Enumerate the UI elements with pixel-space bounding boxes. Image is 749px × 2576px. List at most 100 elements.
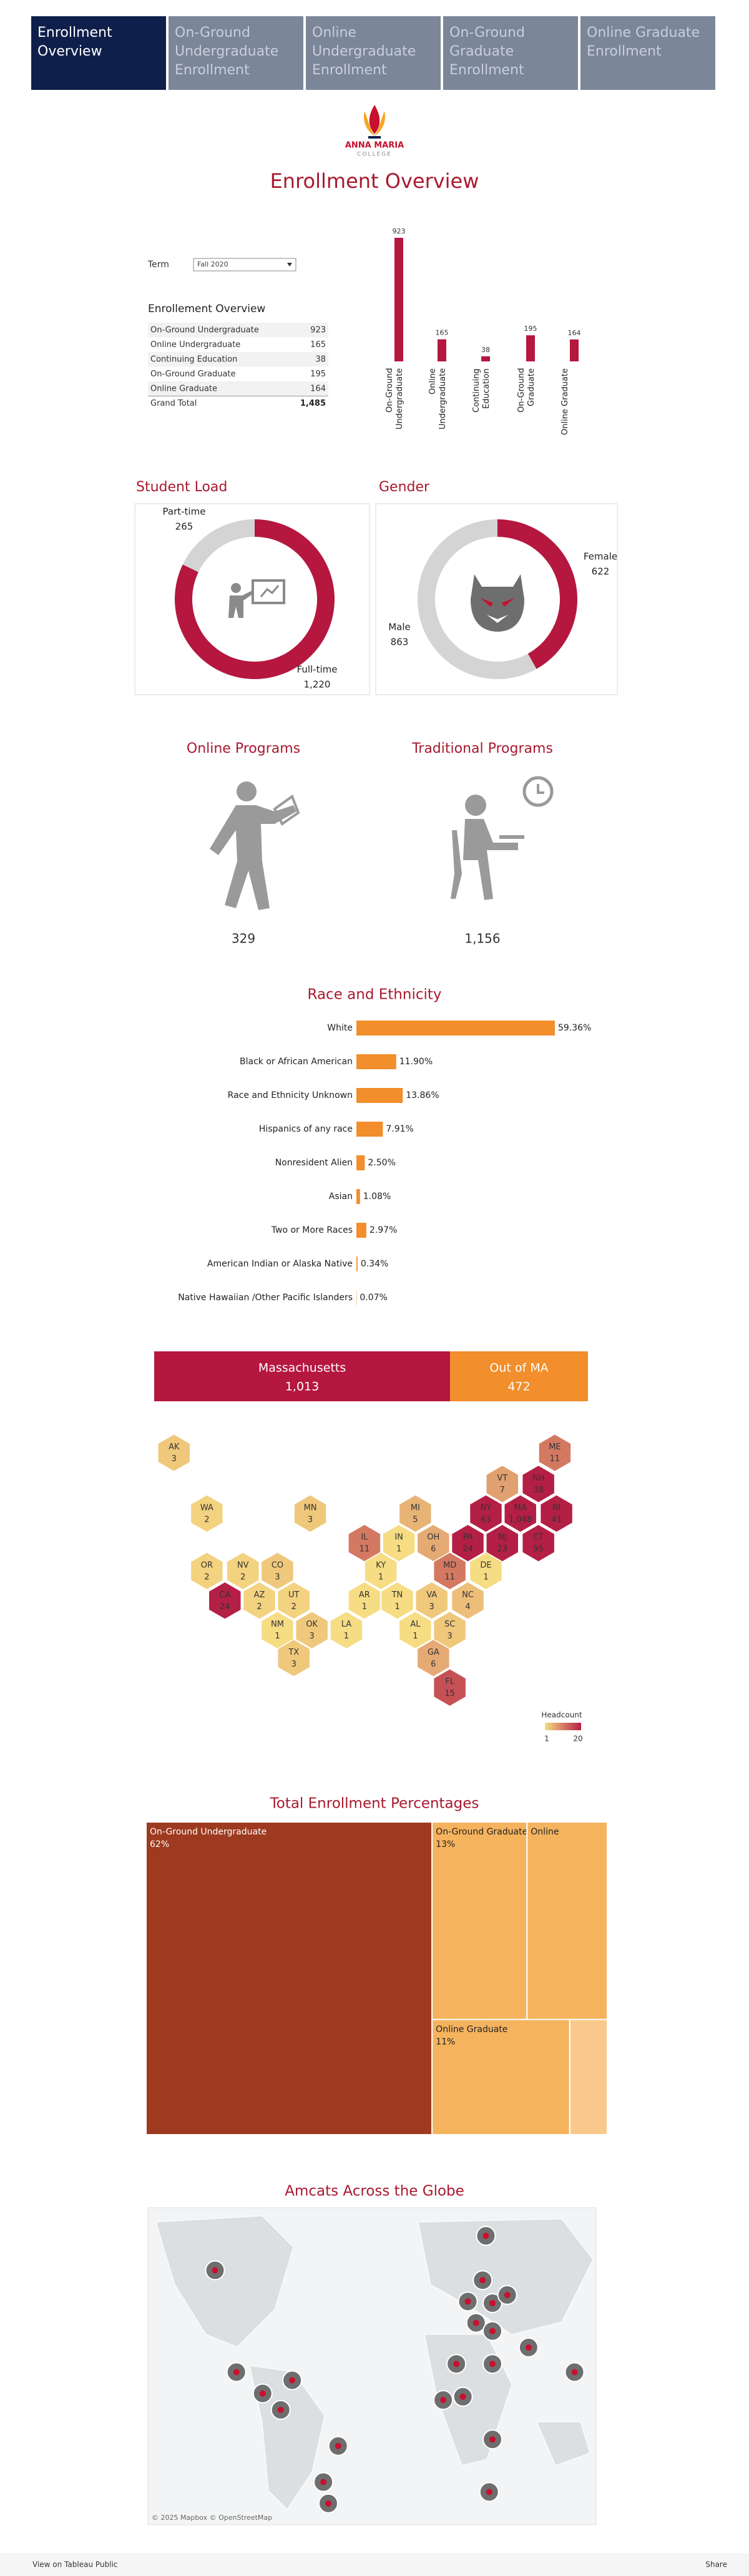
online-icon (210, 781, 300, 910)
state-value: 1 (378, 1572, 383, 1582)
table-cell: Continuing Education (150, 355, 237, 364)
panel-title: Gender (379, 479, 430, 495)
amcat-eye (489, 2436, 496, 2443)
tab[interactable]: On-Ground Undergraduate Enrollment (169, 16, 303, 90)
table-title: Enrollement Overview (148, 303, 265, 315)
state-code: UT (288, 1590, 300, 1600)
page-title: Enrollment Overview (270, 169, 479, 193)
state-hex (190, 1552, 224, 1590)
state-hex (348, 1581, 381, 1620)
state-value: 95 (533, 1545, 544, 1554)
y-tick-label: Native Hawaiian /Other Pacific Islanders (178, 1293, 353, 1303)
bar (356, 1122, 383, 1137)
state-hex (242, 1581, 277, 1620)
tab[interactable]: Online Undergraduate Enrollment (306, 16, 441, 90)
chart-title: Total Enrollment Percentages (270, 1796, 479, 1812)
table-cell: 1,485 (300, 399, 326, 408)
state-hex (380, 1581, 414, 1620)
treemap-cell (431, 2019, 570, 2136)
program-title: Traditional Programs (411, 741, 553, 757)
bar-label: 7.91% (386, 1124, 413, 1134)
amcat-eye (472, 2319, 479, 2326)
state-value: 4 (465, 1602, 470, 1612)
traditional-icon (451, 776, 554, 900)
share-bar (450, 1351, 588, 1401)
dropdown-value[interactable]: Fall 2020 (197, 260, 228, 268)
footer-link[interactable]: View on Tableau Public (32, 2560, 117, 2569)
treemap-value: 11% (436, 2037, 455, 2047)
share-value: 472 (507, 1380, 530, 1394)
state-code: CT (533, 1533, 544, 1542)
state-hex (277, 1581, 311, 1620)
donut-value: 622 (592, 566, 610, 577)
state-value: 3 (429, 1602, 434, 1612)
amcat-eye (489, 2328, 496, 2334)
state-hex (364, 1552, 398, 1590)
table-row (148, 323, 328, 338)
state-hex (190, 1494, 224, 1533)
x-label-box: Online Undergraduate (428, 368, 448, 430)
x-tick-label: Online Undergraduate (428, 368, 448, 430)
amcat-eye (233, 2369, 240, 2376)
state-hex (451, 1524, 485, 1563)
amcat-eye (525, 2344, 532, 2351)
footer-bar (0, 2553, 749, 2576)
treemap-cell (145, 1821, 433, 2135)
bar-label: 165 (436, 329, 449, 337)
wildcat-icon (471, 574, 524, 632)
state-value: 6 (431, 1660, 436, 1669)
x-tick-label: On-Ground Graduate (517, 368, 536, 413)
state-hex (414, 1581, 449, 1620)
table-cell: 923 (310, 325, 326, 335)
bar (356, 1223, 366, 1238)
state-hex (330, 1610, 363, 1650)
logo-name: ANNA MARIA (345, 141, 404, 150)
amcat-eye (259, 2390, 266, 2397)
state-value: 3 (308, 1515, 313, 1524)
chart-title: Amcats Across the Globe (285, 2183, 464, 2200)
state-value: 24 (220, 1602, 230, 1612)
bar-label: 2.97% (370, 1225, 397, 1235)
table-cell: 195 (310, 370, 326, 379)
tab[interactable]: Online Graduate Enrollment (580, 16, 715, 90)
tab[interactable]: On-Ground Graduate Enrollment (443, 16, 578, 90)
donut-segment (418, 519, 537, 679)
state-code: WA (200, 1503, 213, 1512)
share-name: Out of MA (489, 1361, 548, 1375)
x-label-box: On-Ground Undergraduate (385, 368, 404, 429)
table-row (148, 381, 328, 396)
state-code: DE (480, 1560, 491, 1570)
tab[interactable]: Enrollment Overview (31, 16, 166, 90)
treemap-label: Online Graduate (436, 2024, 507, 2034)
donut-label: Male (388, 622, 411, 633)
state-code: ME (549, 1442, 561, 1452)
state-value: 1,048 (509, 1515, 532, 1524)
state-code: CA (219, 1590, 230, 1600)
amcat-eye (489, 2299, 496, 2306)
state-value: 2 (291, 1602, 296, 1612)
donut-value: 265 (175, 521, 193, 532)
state-value: 11 (444, 1572, 455, 1582)
treemap-cell (431, 1821, 528, 2020)
state-hex (539, 1494, 574, 1533)
donut-value: 863 (391, 637, 409, 648)
state-code: GA (428, 1648, 439, 1657)
amcat-eye (486, 2489, 492, 2495)
state-hex (538, 1433, 572, 1472)
state-hex (157, 1433, 191, 1472)
dropdown[interactable] (193, 258, 296, 272)
amcat-eye (440, 2397, 447, 2404)
footer-share[interactable]: Share (705, 2560, 727, 2569)
bar (356, 1189, 360, 1204)
bar-label: 164 (568, 329, 581, 337)
state-code: AR (359, 1590, 370, 1600)
y-tick-label: Black or African American (240, 1057, 353, 1067)
state-value: 38 (533, 1486, 544, 1495)
state-value: 7 (500, 1486, 505, 1495)
state-hex (398, 1494, 433, 1533)
bar (526, 335, 535, 361)
legend-scale (545, 1723, 581, 1730)
panel-title: Student Load (136, 479, 227, 495)
state-code: NJ (498, 1533, 507, 1542)
